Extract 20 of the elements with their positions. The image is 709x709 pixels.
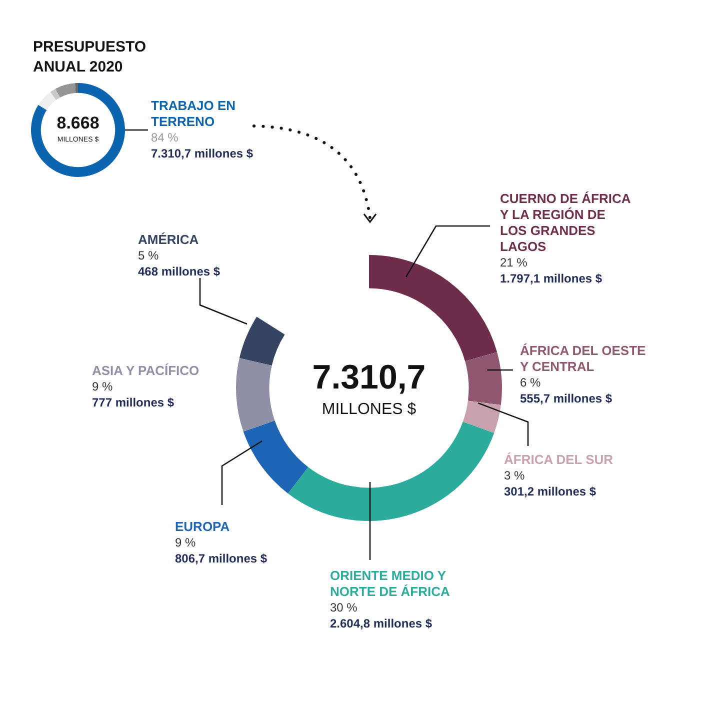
data-label: 5 % 468 millones $ [138, 248, 220, 278]
slice-label: TRABAJO EN TERRENO [151, 98, 236, 130]
slice-label: ÁFRICA DEL SUR [504, 452, 614, 468]
data-label: 21 % 1.797,1 millones $ [500, 255, 602, 286]
slice-label: ORIENTE MEDIO Y NORTE DE ÁFRICA [330, 568, 450, 600]
data-label: 30 % 2.604,8 millones $ [330, 600, 432, 630]
slice-label: EUROPA [175, 519, 230, 534]
text: MILLONES $ [322, 401, 416, 418]
data-label: 9 % 777 millones $ [92, 379, 174, 410]
data-label: 9 % 806,7 millones $ [175, 535, 268, 566]
slice-label: CUERNO DE ÁFRICA Y LA REGIÓN DE LOS GRANDES LAGOS [500, 191, 632, 254]
slice-label: ÁFRICA DEL OESTE Y CENTRAL [520, 343, 646, 374]
chart-title: PRESUPUESTO ANUAL 2020 [33, 38, 146, 76]
slice-label: AMÉRICA [138, 232, 200, 248]
data-label: 3 % 301,2 millones $ [504, 468, 596, 498]
data-label: 6 % 555,7 millones $ [520, 375, 612, 406]
slice-label: ASIA Y PACÍFICO [92, 363, 200, 378]
data-label: 84 % 7.310,7 millones $ [151, 130, 254, 160]
text: 8.668 [56, 114, 100, 133]
text: 7.310,7 [312, 358, 426, 396]
